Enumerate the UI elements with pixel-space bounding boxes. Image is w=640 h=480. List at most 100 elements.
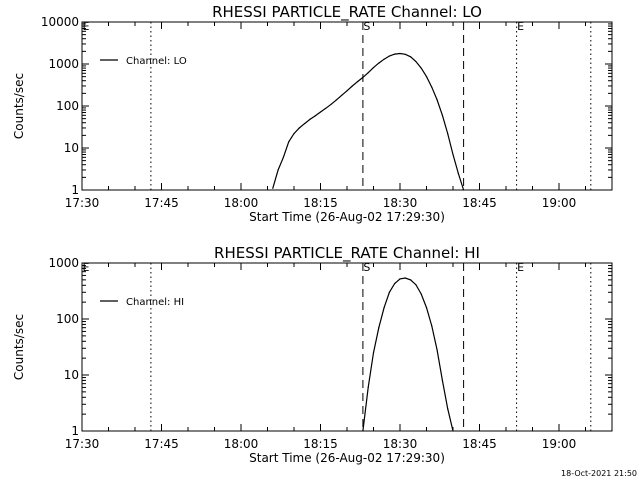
data-point — [319, 111, 322, 113]
data-point — [298, 127, 300, 129]
x-tick-label: 18:00 — [224, 437, 259, 451]
data-point — [431, 325, 433, 327]
x-tick-label: 18:00 — [224, 196, 259, 210]
x-tick-label: 17:45 — [144, 437, 179, 451]
data-point — [420, 67, 422, 69]
x-tick-label: 17:30 — [65, 437, 100, 451]
data-point — [309, 118, 311, 120]
x-tick-label: 17:30 — [65, 196, 100, 210]
data-point — [447, 133, 449, 135]
data-point — [388, 291, 390, 293]
data-point — [351, 85, 353, 87]
footer-timestamp: 18-Oct-2021 21:50 — [561, 469, 637, 478]
legend-entry: Channel: LO — [126, 56, 187, 67]
data-point — [399, 278, 401, 280]
data-point — [394, 53, 396, 55]
data-point — [425, 307, 428, 309]
y-tick-label: 10 — [64, 368, 79, 382]
data-point — [425, 76, 428, 78]
x-tick-label: 18:30 — [383, 437, 418, 451]
y-axis-label: Counts/sec — [12, 73, 26, 139]
data-point — [277, 169, 279, 171]
x-axis-label: Start Time (26-Aug-02 17:29:30) — [249, 210, 445, 224]
data-point — [415, 60, 417, 63]
data-point — [372, 67, 375, 69]
data-point — [346, 90, 348, 92]
x-tick-label: 18:45 — [462, 437, 497, 451]
y-tick-label: 1 — [71, 424, 79, 438]
data-point — [341, 94, 343, 96]
data-point — [415, 284, 417, 286]
y-tick-label: 10000 — [41, 15, 79, 29]
data-point — [399, 52, 401, 55]
chart-title: RHESSI PARTICLE_RATE Channel: LO — [212, 3, 482, 22]
data-point — [362, 430, 364, 432]
panel-hi: RHESSI PARTICLE_RATE Channel: HI 17:30 17:… — [12, 244, 613, 465]
data-point — [388, 55, 390, 57]
data-point — [330, 103, 332, 105]
data-point — [447, 408, 449, 410]
data-point — [378, 327, 380, 329]
data-point — [288, 141, 290, 143]
data-point — [463, 189, 465, 191]
data-point — [282, 156, 284, 158]
event-marker-label: S — [363, 261, 370, 274]
y-tick-label: 1000 — [48, 57, 79, 71]
x-tick-label: 19:00 — [542, 437, 577, 451]
data-point — [404, 277, 406, 279]
panel-lo: RHESSI PARTICLE_RATE Channel: LO 17:30 17:… — [12, 3, 613, 224]
data-point — [404, 53, 406, 55]
data-point — [272, 187, 274, 189]
event-marker-label: E — [83, 261, 90, 274]
data-point — [304, 123, 306, 125]
data-point — [367, 386, 369, 388]
series-line — [362, 277, 454, 432]
y-tick-label: 10 — [64, 141, 79, 155]
data-point — [293, 133, 295, 135]
data-point — [420, 293, 422, 295]
y-tick-label: 100 — [56, 99, 79, 113]
event-marker-label: E — [83, 20, 90, 33]
y-axis-label: Counts/sec — [12, 314, 26, 380]
x-axis-label: Start Time (26-Aug-02 17:29:30) — [249, 451, 445, 465]
data-point — [436, 99, 438, 101]
data-point — [335, 99, 337, 101]
x-tick-label: 17:45 — [144, 196, 179, 210]
chart-title: RHESSI PARTICLE_RATE Channel: HI — [214, 244, 480, 263]
event-marker-label: S — [363, 20, 370, 33]
data-point — [367, 72, 369, 74]
data-point — [436, 349, 438, 351]
data-point — [441, 114, 443, 116]
x-tick-label: 18:15 — [303, 196, 338, 210]
series-line — [272, 52, 465, 191]
data-point — [314, 115, 316, 117]
data-point — [452, 430, 454, 432]
event-marker-label: E — [517, 261, 524, 274]
x-tick-label: 18:15 — [303, 437, 338, 451]
data-point — [441, 379, 443, 381]
plot-frame — [81, 262, 613, 432]
data-point — [383, 307, 385, 309]
data-point — [431, 86, 433, 88]
data-point — [410, 56, 412, 58]
event-marker-label: E — [517, 20, 524, 33]
x-tick-label: 18:45 — [462, 196, 497, 210]
data-point — [362, 76, 364, 78]
x-tick-label: 19:00 — [542, 196, 577, 210]
data-point — [378, 62, 380, 64]
data-point — [452, 153, 454, 156]
data-point — [357, 81, 359, 83]
data-point — [457, 172, 459, 174]
x-tick-label: 18:30 — [383, 196, 418, 210]
y-tick-label: 100 — [56, 312, 79, 326]
y-tick-label: 1 — [71, 183, 79, 197]
data-point — [383, 58, 385, 60]
data-point — [372, 352, 375, 354]
data-point — [394, 282, 396, 285]
data-point — [325, 107, 327, 109]
y-tick-label: 1000 — [48, 256, 79, 270]
data-point — [410, 279, 412, 281]
legend-entry: Channel: HI — [126, 297, 184, 308]
plot-frame — [81, 21, 613, 191]
